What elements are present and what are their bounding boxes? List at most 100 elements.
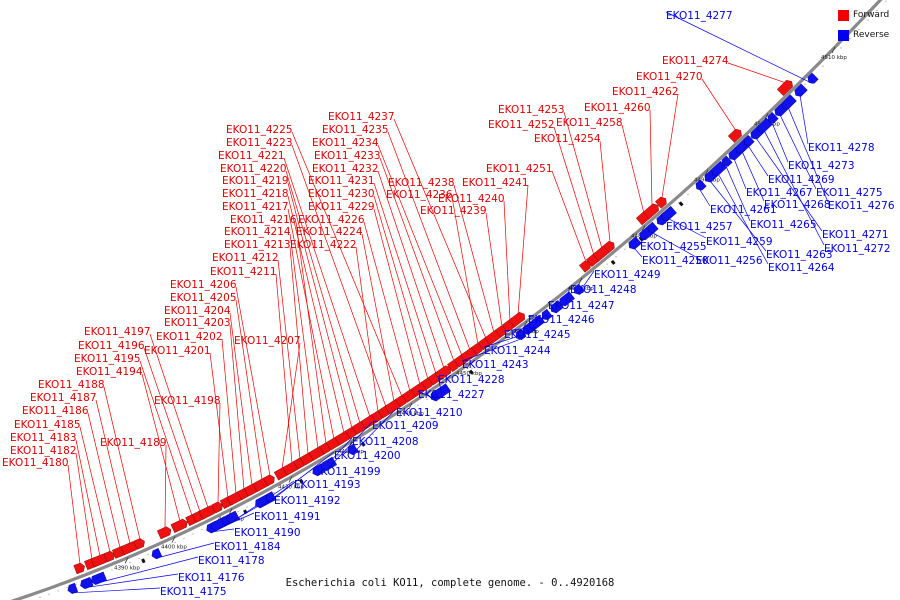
reverse-gene-label[interactable]: EKO11_4227 (418, 389, 485, 401)
reverse-gene-label[interactable]: EKO11_4210 (396, 407, 463, 419)
reverse-gene[interactable] (319, 456, 338, 472)
reverse-gene-label[interactable]: EKO11_4248 (570, 284, 637, 296)
forward-gene-label[interactable]: EKO11_4202 (156, 331, 223, 343)
reverse-gene[interactable] (346, 443, 359, 456)
forward-gene-label[interactable]: EKO11_4233 (314, 150, 381, 162)
reverse-gene-label[interactable]: EKO11_4176 (178, 572, 245, 584)
forward-gene-label[interactable]: EKO11_4254 (534, 133, 601, 145)
forward-gene-label[interactable]: EKO11_4235 (322, 124, 389, 136)
forward-gene[interactable] (579, 259, 592, 273)
forward-gene-label[interactable]: EKO11_4220 (220, 163, 287, 175)
forward-gene-label[interactable]: EKO11_4229 (308, 201, 375, 213)
forward-gene[interactable] (776, 78, 795, 97)
forward-gene[interactable] (133, 537, 147, 550)
reverse-gene-label[interactable]: EKO11_4244 (484, 345, 551, 357)
forward-gene[interactable] (654, 195, 668, 209)
forward-gene-label[interactable]: EKO11_4205 (170, 292, 237, 304)
forward-gene-label[interactable]: EKO11_4182 (10, 445, 77, 457)
reverse-gene[interactable] (646, 221, 659, 235)
forward-gene[interactable] (602, 239, 616, 253)
forward-gene-label[interactable]: EKO11_4180 (2, 457, 69, 469)
reverse-gene-label[interactable]: EKO11_4184 (214, 541, 281, 553)
forward-gene-label[interactable]: EKO11_4240 (438, 193, 505, 205)
reverse-gene[interactable] (766, 111, 779, 125)
forward-gene-label[interactable]: EKO11_4212 (212, 252, 279, 264)
reverse-gene-label[interactable]: EKO11_4261 (710, 204, 777, 216)
reverse-gene-label[interactable]: EKO11_4199 (314, 466, 381, 478)
forward-gene[interactable] (170, 518, 189, 533)
reverse-gene-label[interactable]: EKO11_4256 (696, 255, 763, 267)
reverse-gene-label[interactable]: EKO11_4255 (640, 241, 707, 253)
reverse-gene-label[interactable]: EKO11_4191 (254, 511, 321, 523)
reverse-gene-label[interactable]: EKO11_4259 (706, 236, 773, 248)
forward-gene-label[interactable]: EKO11_4189 (100, 437, 167, 449)
reverse-gene[interactable] (572, 283, 585, 297)
forward-gene[interactable] (73, 562, 87, 575)
reverse-gene-label[interactable]: EKO11_4263 (766, 249, 833, 261)
forward-gene-label[interactable]: EKO11_4225 (226, 124, 293, 136)
forward-gene-label[interactable]: EKO11_4198 (154, 395, 221, 407)
reverse-gene[interactable] (264, 491, 277, 504)
forward-gene[interactable] (642, 202, 661, 220)
forward-gene[interactable] (508, 310, 527, 328)
forward-gene-label[interactable]: EKO11_4239 (420, 205, 487, 217)
reverse-gene-label[interactable]: EKO11_4178 (198, 555, 265, 567)
forward-gene[interactable] (211, 501, 225, 514)
forward-gene-label[interactable]: EKO11_4186 (22, 405, 89, 417)
forward-gene-label[interactable]: EKO11_4194 (76, 366, 143, 378)
reverse-gene-label[interactable]: EKO11_4271 (822, 229, 889, 241)
reverse-gene-label[interactable]: EKO11_4269 (768, 174, 835, 186)
reverse-gene-label[interactable]: EKO11_4278 (808, 142, 875, 154)
reverse-gene-label[interactable]: EKO11_4272 (824, 243, 891, 255)
reverse-gene-label[interactable]: EKO11_4175 (160, 586, 227, 598)
reverse-gene[interactable] (79, 576, 94, 590)
reverse-gene-label[interactable]: EKO11_4243 (462, 359, 529, 371)
reverse-gene-label[interactable]: EKO11_4228 (438, 374, 505, 386)
forward-gene-label[interactable]: EKO11_4185 (14, 419, 81, 431)
reverse-gene[interactable] (150, 548, 163, 560)
reverse-gene[interactable] (720, 155, 733, 169)
reverse-gene[interactable] (793, 83, 808, 99)
forward-gene-label[interactable]: EKO11_4274 (662, 55, 729, 67)
reverse-gene-label[interactable]: EKO11_4193 (294, 479, 361, 491)
forward-gene-label[interactable]: EKO11_4232 (312, 163, 379, 175)
reverse-gene-label[interactable]: EKO11_4190 (234, 527, 301, 539)
forward-gene-label[interactable]: EKO11_4218 (222, 188, 289, 200)
reverse-gene-label[interactable]: EKO11_4246 (528, 314, 595, 326)
forward-gene-label[interactable]: EKO11_4219 (222, 175, 289, 187)
forward-gene-label[interactable]: EKO11_4223 (226, 137, 293, 149)
forward-gene-label[interactable]: EKO11_4253 (498, 104, 565, 116)
reverse-gene-label[interactable]: EKO11_4267 (746, 187, 813, 199)
forward-gene-label[interactable]: EKO11_4217 (222, 201, 289, 213)
reverse-gene-label[interactable]: EKO11_4247 (548, 300, 615, 312)
forward-gene-label[interactable]: EKO11_4196 (78, 340, 145, 352)
reverse-gene-label[interactable]: EKO11_4276 (828, 200, 895, 212)
forward-gene-label[interactable]: EKO11_4224 (296, 226, 363, 238)
reverse-gene-label[interactable]: EKO11_4209 (372, 420, 439, 432)
reverse-gene-label[interactable]: EKO11_4249 (594, 269, 661, 281)
forward-gene-label[interactable]: EKO11_4251 (486, 163, 553, 175)
forward-gene[interactable] (727, 127, 744, 143)
forward-gene-label[interactable]: EKO11_4260 (584, 102, 651, 114)
forward-gene-label[interactable]: EKO11_4237 (328, 111, 395, 123)
reverse-gene-label[interactable]: EKO11_4257 (666, 221, 733, 233)
reverse-gene[interactable] (66, 582, 79, 595)
reverse-gene[interactable] (514, 328, 527, 342)
reverse-gene-label[interactable]: EKO11_4208 (352, 436, 419, 448)
forward-gene-label[interactable]: EKO11_4252 (488, 119, 555, 131)
reverse-gene-label[interactable]: EKO11_4265 (750, 219, 817, 231)
forward-gene-label[interactable]: EKO11_4213 (224, 239, 291, 251)
forward-gene-label[interactable]: EKO11_4258 (556, 117, 623, 129)
forward-gene-label[interactable]: EKO11_4230 (308, 188, 375, 200)
forward-gene-label[interactable]: EKO11_4234 (312, 137, 379, 149)
forward-gene-label[interactable]: EKO11_4231 (308, 175, 375, 187)
forward-gene-label[interactable]: EKO11_4206 (170, 279, 237, 291)
reverse-gene-label[interactable]: EKO11_4273 (788, 160, 855, 172)
reverse-gene-label[interactable]: EKO11_4275 (816, 187, 883, 199)
forward-gene-label[interactable]: EKO11_4236 (386, 189, 453, 201)
forward-gene-label[interactable]: EKO11_4203 (164, 317, 231, 329)
forward-gene-label[interactable]: EKO11_4211 (210, 266, 277, 278)
forward-gene-label[interactable]: EKO11_4195 (74, 353, 141, 365)
reverse-gene[interactable] (659, 205, 677, 223)
forward-gene-label[interactable]: EKO11_4188 (38, 379, 105, 391)
